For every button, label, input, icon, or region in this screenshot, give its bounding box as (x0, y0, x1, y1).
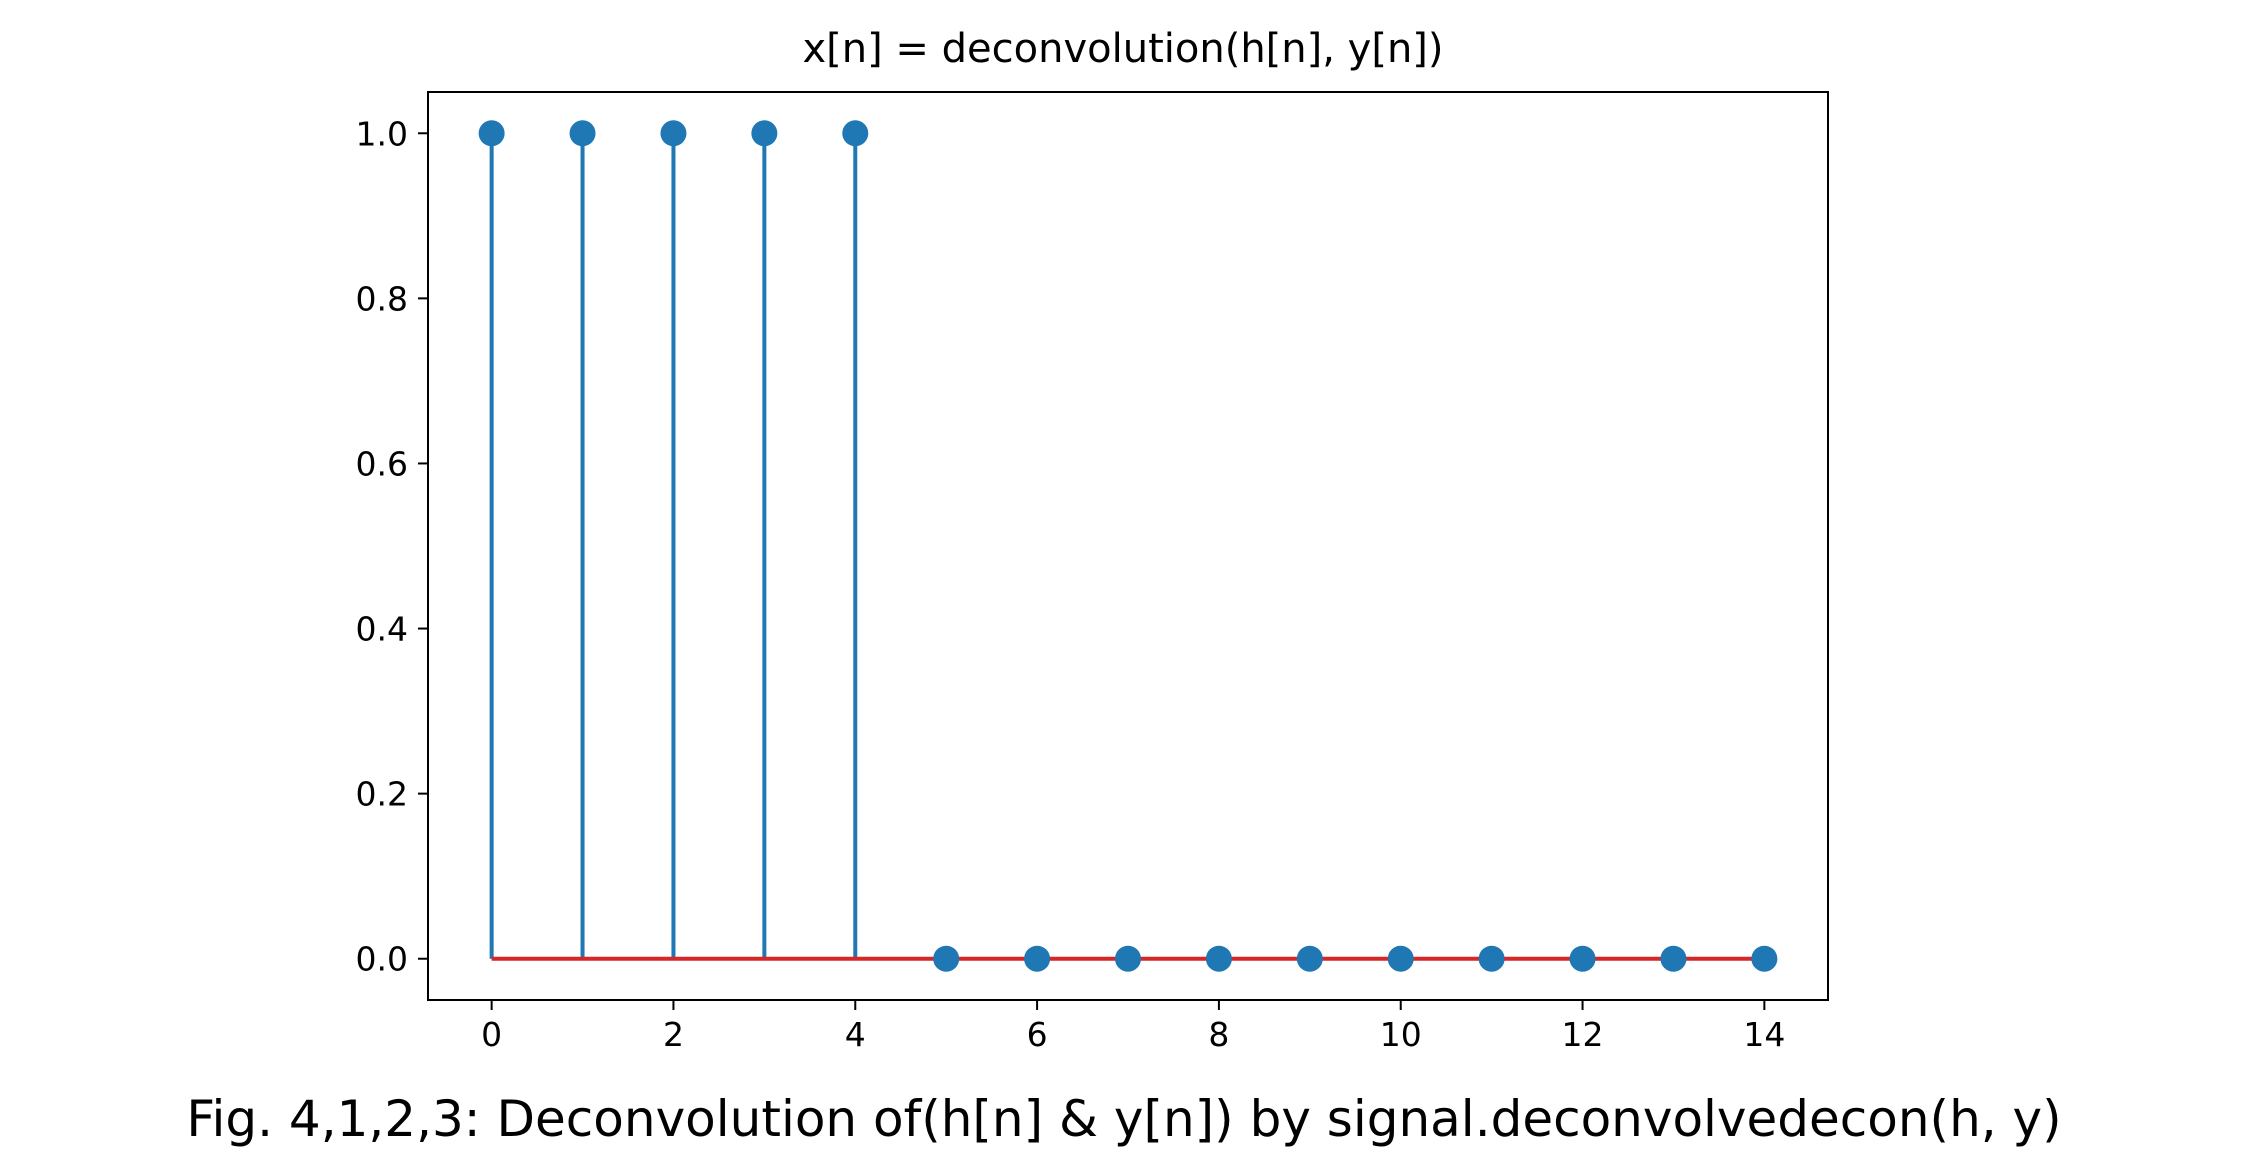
stem-marker (1660, 945, 1687, 972)
stem-marker (478, 120, 505, 147)
y-tick-label: 0.6 (356, 444, 408, 483)
y-tick-label: 0.0 (356, 940, 408, 979)
stem-marker (569, 120, 596, 147)
stem-marker (1751, 945, 1778, 972)
stem-marker (1387, 945, 1414, 972)
stem-marker (842, 120, 869, 147)
stem-marker (1478, 945, 1505, 972)
stem-marker (751, 120, 778, 147)
x-tick-label: 0 (481, 1015, 502, 1054)
stem-marker (933, 945, 960, 972)
x-tick-label: 4 (845, 1015, 866, 1054)
stem-marker (1115, 945, 1141, 972)
y-tick-label: 1.0 (356, 114, 408, 153)
x-tick-label: 10 (1380, 1015, 1422, 1054)
y-tick-label: 0.4 (356, 610, 408, 649)
x-tick-label: 2 (663, 1015, 684, 1054)
stem-marker (1205, 945, 1232, 972)
x-tick-label: 14 (1743, 1015, 1785, 1054)
axes-frame (427, 91, 1829, 1001)
stem-marker (1569, 945, 1596, 972)
stem-marker (1024, 945, 1051, 972)
stem-marker (660, 120, 687, 147)
stem-marker (1296, 945, 1323, 972)
x-tick-label: 12 (1562, 1015, 1604, 1054)
y-tick-label: 0.8 (356, 279, 408, 318)
figure-caption: Fig. 4,1,2,3: Deconvolution of(h[n] & y[… (186, 1090, 2061, 1148)
plot-area: 0 2 4 6 8 10 12 14 0.0 0.2 0.4 0.6 0.8 1.0 (356, 91, 1829, 1054)
x-tick-label: 8 (1208, 1015, 1229, 1054)
y-tick-label: 0.2 (356, 775, 408, 814)
x-tick-label: 6 (1027, 1015, 1048, 1054)
chart-title: x[n] = deconvolution(h[n], y[n]) (802, 26, 1443, 72)
